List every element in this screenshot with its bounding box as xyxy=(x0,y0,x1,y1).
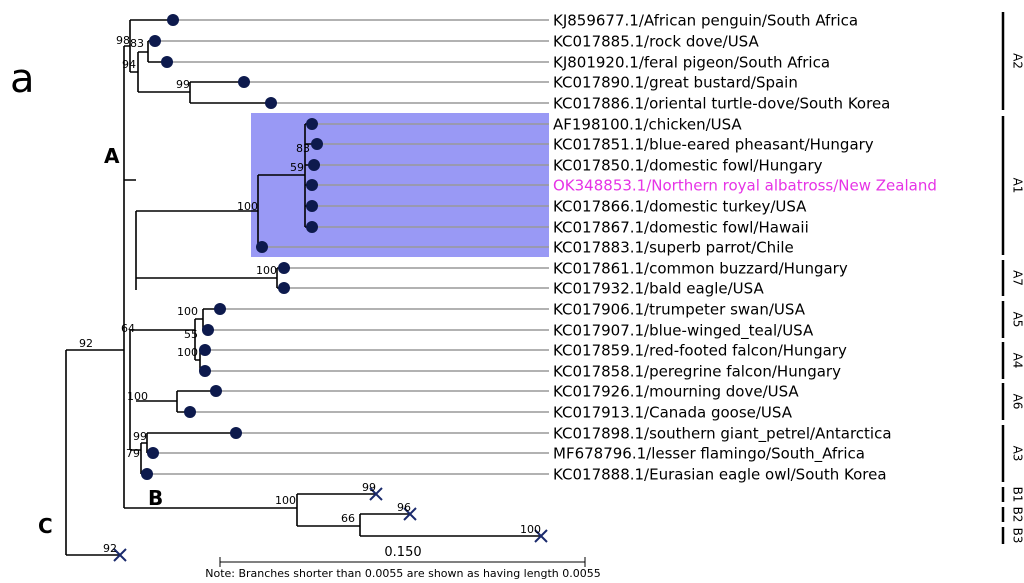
leaf-node xyxy=(306,200,318,212)
clade-label: C xyxy=(38,514,53,538)
support-value: 98 xyxy=(116,34,130,47)
clade-label: B xyxy=(148,486,163,510)
leaf-label: KC017907.1/blue-winged_teal/USA xyxy=(553,322,814,341)
support-value: 83 xyxy=(296,142,310,155)
leaf-cross xyxy=(113,548,127,562)
leaf-label: KC017867.1/domestic fowl/Hawaii xyxy=(553,219,809,237)
leaf-node xyxy=(265,97,277,109)
leaf-node xyxy=(306,179,318,191)
leaf-label: KC017861.1/common buzzard/Hungary xyxy=(553,260,848,278)
leaf-node xyxy=(311,138,323,150)
support-value: 59 xyxy=(290,161,304,174)
leaf-node xyxy=(278,262,290,274)
leaf-node xyxy=(199,365,211,377)
leaf-node xyxy=(161,56,173,68)
support-value: 99 xyxy=(362,481,376,494)
support-value: 100 xyxy=(520,523,541,536)
leaf-label: KC017885.1/rock dove/USA xyxy=(553,33,759,51)
group-label: A2 xyxy=(1011,53,1024,69)
leaf-label: OK348853.1/Northern royal albatross/New … xyxy=(553,177,937,195)
leaf-node xyxy=(210,385,222,397)
leaf-label: KJ859677.1/African penguin/South Africa xyxy=(553,12,858,30)
leaf-node xyxy=(147,447,159,459)
leaf-label: KC017858.1/peregrine falcon/Hungary xyxy=(553,363,841,381)
leaf-label: KC017850.1/domestic fowl/Hungary xyxy=(553,157,823,175)
group-label: A3 xyxy=(1011,446,1024,462)
leaf-node xyxy=(256,241,268,253)
support-value: 83 xyxy=(130,37,144,50)
support-value: 64 xyxy=(121,322,135,335)
leaf-label: KC017913.1/Canada goose/USA xyxy=(553,404,793,422)
leaf-label: KC017851.1/blue-eared pheasant/Hungary xyxy=(553,136,874,154)
leaf-label: KC017883.1/superb parrot/Chile xyxy=(553,239,794,257)
group-label: A6 xyxy=(1011,394,1024,410)
support-value: 100 xyxy=(177,346,198,359)
panel-label: a xyxy=(10,56,35,102)
leaf-node xyxy=(308,159,320,171)
group-label: A1 xyxy=(1011,178,1024,194)
leaf-cross xyxy=(403,507,417,521)
support-value: 100 xyxy=(237,200,258,213)
group-label: A5 xyxy=(1011,312,1024,328)
leaf-label: KC017888.1/Eurasian eagle owl/South Kore… xyxy=(553,466,887,484)
leaf-label: AF198100.1/chicken/USA xyxy=(553,116,742,134)
support-value: 99 xyxy=(133,430,147,443)
leaf-node xyxy=(214,303,226,315)
support-value: 100 xyxy=(127,390,148,403)
leaf-label: KC017866.1/domestic turkey/USA xyxy=(553,198,807,216)
support-value: 55 xyxy=(184,328,198,341)
leaf-label: KC017932.1/bald eagle/USA xyxy=(553,280,764,298)
support-value: 99 xyxy=(176,78,190,91)
clade-label: A xyxy=(104,144,120,168)
leaf-label: KC017886.1/oriental turtle-dove/South Ko… xyxy=(553,95,890,113)
leaf-node xyxy=(149,35,161,47)
leaf-node xyxy=(167,14,179,26)
leaf-label: KC017906.1/trumpeter swan/USA xyxy=(553,301,806,319)
group-label: B1 xyxy=(1011,487,1024,503)
group-label: A7 xyxy=(1011,270,1024,286)
support-value: 92 xyxy=(79,337,93,350)
leaf-label: KJ801920.1/feral pigeon/South Africa xyxy=(553,54,830,72)
leaf-node xyxy=(230,427,242,439)
group-label: A4 xyxy=(1011,353,1024,369)
leaf-label: KC017859.1/red-footed falcon/Hungary xyxy=(553,342,847,360)
support-value: 100 xyxy=(256,264,277,277)
leaf-node xyxy=(306,118,318,130)
leaf-cross xyxy=(369,487,383,501)
leaf-node xyxy=(306,221,318,233)
leaf-node xyxy=(199,344,211,356)
note: Note: Branches shorter than 0.0055 are s… xyxy=(205,567,601,580)
support-value: 100 xyxy=(177,305,198,318)
support-value: 66 xyxy=(341,512,355,525)
scale-label: 0.150 xyxy=(384,545,421,560)
support-value: 94 xyxy=(122,58,136,71)
leaf-node xyxy=(184,406,196,418)
support-value: 96 xyxy=(397,501,411,514)
leaf-node xyxy=(278,282,290,294)
group-label: B3 xyxy=(1011,528,1024,544)
support-value: 100 xyxy=(275,494,296,507)
support-value: 79 xyxy=(126,447,140,460)
leaf-label: KC017898.1/southern giant_petrel/Antarct… xyxy=(553,425,892,444)
group-label: B2 xyxy=(1011,507,1024,523)
leaf-label: KC017926.1/mourning dove/USA xyxy=(553,383,799,401)
leaf-label: MF678796.1/lesser flamingo/South_Africa xyxy=(553,445,865,464)
leaf-node xyxy=(141,468,153,480)
leaf-cross xyxy=(534,529,548,543)
leaf-node xyxy=(238,76,250,88)
support-value: 92 xyxy=(103,542,117,555)
leaf-label: KC017890.1/great bustard/Spain xyxy=(553,74,798,92)
leaf-node xyxy=(202,324,214,336)
